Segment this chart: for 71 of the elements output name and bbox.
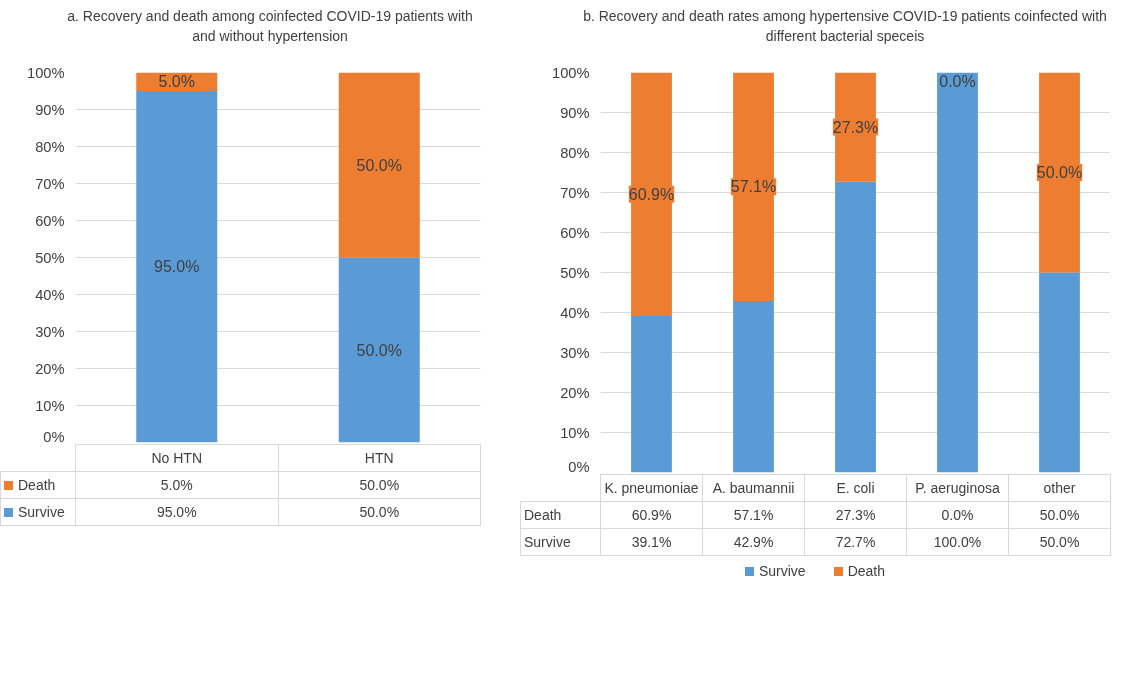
legend-label: Death <box>0 471 76 499</box>
y-tick-label: 0% <box>568 458 590 475</box>
data-label: 5.0% <box>75 471 278 499</box>
y-tick-label: 60% <box>560 224 590 241</box>
text: 60.9% <box>628 185 675 203</box>
data-label: 0.0% <box>906 501 1009 529</box>
y-tick-label: 90% <box>35 101 65 118</box>
bar <box>631 72 672 317</box>
text: 50.0% <box>1036 164 1083 182</box>
y-tick-label: 50% <box>560 264 590 281</box>
bar <box>338 257 420 443</box>
y-tick-label: 20% <box>560 384 590 401</box>
x-tick-label: HTN <box>278 444 481 472</box>
y-tick-label: 10% <box>35 397 65 414</box>
data-label: 72.7% <box>804 528 907 556</box>
y-tick-label: 40% <box>35 286 65 303</box>
y-tick-label: 0% <box>43 428 65 445</box>
legend-label: Survive <box>757 563 806 580</box>
bar <box>835 181 876 473</box>
data-label: 39.1% <box>600 528 703 556</box>
data-label: 95.0% <box>75 498 278 526</box>
y-tick-label: 100% <box>27 64 65 81</box>
legend-label: Death <box>846 563 886 580</box>
y-tick-label: 60% <box>35 212 65 229</box>
data-label: 57.1% <box>702 501 805 529</box>
x-tick-label: other <box>1008 474 1111 502</box>
x-tick-label: No HTN <box>75 444 278 472</box>
y-tick-label: 90% <box>560 104 590 121</box>
x-tick-label: K. pneumoniae <box>600 474 703 502</box>
data-label: 50.0% <box>278 498 481 526</box>
chart-title: a. Recovery and death among coinfected COVID-19 patients with and without hypertension <box>66 7 474 46</box>
y-tick-label: 80% <box>35 138 65 155</box>
data-label: 50.0% <box>1008 501 1111 529</box>
text: 50.0% <box>356 156 402 174</box>
x-tick-label: E. coli <box>804 474 907 502</box>
text: 50.0% <box>356 341 402 359</box>
text: 5.0% <box>158 73 195 91</box>
y-tick-label: 50% <box>35 249 65 266</box>
y-tick-label: 70% <box>35 175 65 192</box>
x-tick-label: P. aeruginosa <box>906 474 1009 502</box>
text: Death <box>524 507 562 524</box>
data-label: 60.9% <box>600 501 703 529</box>
text: 95.0% <box>154 258 200 276</box>
data-label: 27.3% <box>804 501 907 529</box>
bar <box>631 316 672 473</box>
data-label: 50.0% <box>1008 528 1111 556</box>
bar <box>1039 72 1080 273</box>
text: 57.1% <box>730 178 777 196</box>
data-label: 100.0% <box>906 528 1009 556</box>
y-tick-label: 100% <box>552 64 590 81</box>
legend-label: Survive <box>0 498 76 526</box>
y-tick-label: 80% <box>560 144 590 161</box>
bar <box>338 72 420 258</box>
y-tick-label: 30% <box>35 323 65 340</box>
data-label: 42.9% <box>702 528 805 556</box>
y-tick-label: 30% <box>560 344 590 361</box>
text: 0.0% <box>939 72 976 90</box>
y-tick-label: 40% <box>560 304 590 321</box>
bar <box>937 72 978 473</box>
y-tick-label: 20% <box>35 360 65 377</box>
bar <box>1039 272 1080 473</box>
text: Survive <box>524 534 571 551</box>
bar <box>733 301 774 473</box>
y-tick-label: 70% <box>560 184 590 201</box>
y-tick-label: 10% <box>560 424 590 441</box>
bar <box>733 72 774 302</box>
data-label: 50.0% <box>278 471 481 499</box>
text: 27.3% <box>832 118 879 136</box>
x-tick-label: A. baumannii <box>702 474 805 502</box>
chart-title: b. Recovery and death rates among hypertensive COVID-19 patients coinfected with different bacterial speceis <box>582 7 1108 46</box>
bar <box>136 91 218 443</box>
